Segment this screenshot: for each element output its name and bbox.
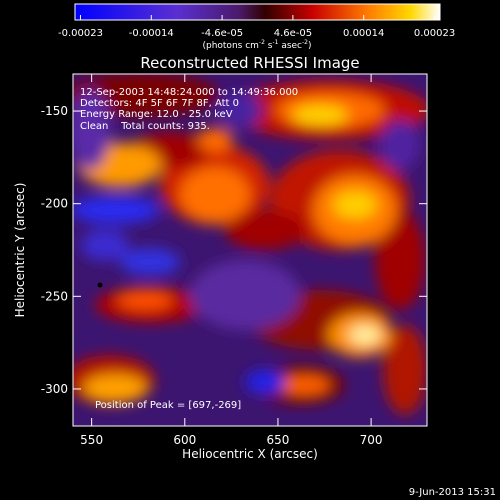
peak-position-label: Position of Peak = [697,-269] [95,400,241,411]
x-axis-label: Heliocentric X (arcsec) [182,447,318,461]
plot-frame [72,73,428,427]
y-tick-label: -200 [41,197,68,211]
colorbar-tick-label: 0.00014 [343,28,384,39]
colorbar-tick-label: 0.00023 [414,28,455,39]
y-tick-label: -300 [41,382,68,396]
heatmap-image [73,74,427,426]
colorbar-tick-label: -0.00023 [58,28,103,39]
y-tick-label: -250 [41,289,68,303]
annotation-time: 12-Sep-2003 14:48:24.000 to 14:49:36.000 [80,87,298,98]
colorbar-ticks: -0.00023 -0.00014 -4.6e-05 4.6e-05 0.00014 0.… [58,15,455,39]
y-axis-label: Heliocentric Y (arcsec) [13,183,27,318]
x-tick-label: 650 [266,433,289,447]
x-tick-label: 550 [80,433,103,447]
colorbar-unit-label: (photons cm-2 s-1 asec-2) [202,39,311,51]
colorbar [74,3,441,21]
annotation-detectors: Detectors: 4F 5F 6F 7F 8F, Att 0 [80,98,239,109]
x-axis-ticks: 550 600 650 700 [80,74,383,447]
y-tick-label: -150 [41,104,68,118]
colorbar-tick-label: -4.6e-05 [201,28,243,39]
colorbar-tick-label: -0.00014 [129,28,174,39]
peak-marker [97,282,103,288]
annotation-energy: Energy Range: 12.0 - 25.0 keV [80,109,233,120]
x-tick-label: 600 [173,433,196,447]
colorbar-tick-label: 4.6e-05 [274,28,312,39]
annotation-counts: Clean Total counts: 935. [80,121,210,132]
annotation-block: 12-Sep-2003 14:48:24.000 to 14:49:36.000… [80,87,298,132]
footer-date: 9-Jun-2013 15:31 [409,487,496,498]
x-tick-label: 700 [360,433,383,447]
y-axis-ticks: -150 -200 -250 -300 [41,104,427,396]
chart-title: Reconstructed RHESSI Image [140,54,359,72]
